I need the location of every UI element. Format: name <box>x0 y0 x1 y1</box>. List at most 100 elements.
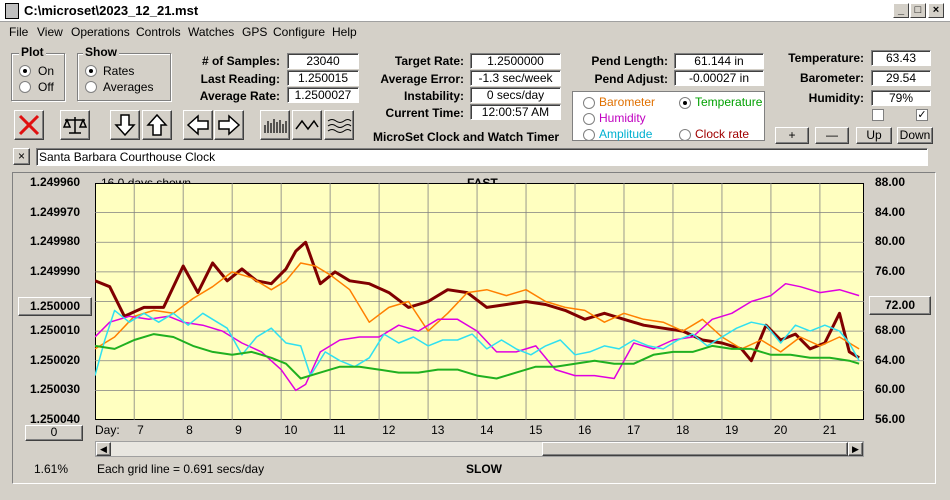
histogram-icon <box>264 119 287 133</box>
humidity-radio[interactable] <box>583 113 595 125</box>
right-checkbox[interactable]: ✓ <box>916 109 928 121</box>
down-button[interactable]: Down <box>897 127 933 144</box>
y-left-tick-label: 1.250020 <box>30 352 81 367</box>
plus-button[interactable]: + <box>775 127 809 144</box>
app-icon[interactable] <box>5 3 19 19</box>
series-amplitude <box>95 309 860 377</box>
humidity-option-label: Humidity <box>599 111 646 125</box>
title-bar: C:\microset\2023_12_21.mst _ □ × <box>0 0 950 22</box>
plot-on-radio[interactable] <box>19 65 31 77</box>
show-rates-radio[interactable] <box>85 65 97 77</box>
amplitude-radio[interactable] <box>583 129 595 141</box>
x-tick-label: 14 <box>480 423 494 437</box>
menu-file[interactable]: File <box>9 25 29 39</box>
arrow-up-icon <box>146 113 168 136</box>
percent-label: 1.61% <box>34 462 69 476</box>
clock-close-button[interactable]: × <box>13 148 30 165</box>
average-error-label: Average Error: <box>380 72 464 86</box>
temperature-radio[interactable] <box>679 97 691 109</box>
plot-off-label: Off <box>38 80 54 94</box>
balance-button[interactable] <box>60 110 90 140</box>
x-tick-label: 12 <box>382 423 396 437</box>
scale-up-button[interactable] <box>142 110 172 140</box>
maximize-button[interactable]: □ <box>910 3 926 18</box>
show-group <box>77 53 171 101</box>
barometer-label: Barometer: <box>799 71 864 85</box>
close-button[interactable]: × <box>928 3 944 18</box>
scroll-left-button[interactable] <box>183 110 213 140</box>
humidity-label: Humidity: <box>808 91 864 105</box>
temperature-option-label: Temperature <box>695 95 763 109</box>
plot-group-title: Plot <box>19 45 46 59</box>
center-left-button[interactable]: 1.250000 <box>18 297 92 316</box>
temperature-label: Temperature: <box>788 51 864 65</box>
plot-area <box>95 183 864 420</box>
y-right-tick-label: 56.00 <box>875 412 906 426</box>
horizontal-scrollbar[interactable]: ◀ ▶ <box>95 441 864 457</box>
x-tick-label: 8 <box>186 423 193 437</box>
menu-help[interactable]: Help <box>332 25 357 39</box>
pend-length-value[interactable]: 61.144 in <box>674 53 764 69</box>
samples-value: 23040 <box>287 53 359 69</box>
menu-operations[interactable]: Operations <box>71 25 130 39</box>
center-right-button[interactable]: 72.00 <box>869 296 931 315</box>
x-tick-label: 19 <box>724 423 739 437</box>
barometer-option-label: Barometer <box>599 95 656 109</box>
wavy-lines-icon <box>327 119 352 133</box>
x-tick-label: 17 <box>626 423 641 437</box>
histogram-button[interactable] <box>260 110 290 140</box>
smooth-button[interactable] <box>324 110 354 140</box>
x-tick-label: 10 <box>284 423 298 437</box>
y-right-tick-label: 88.00 <box>875 175 906 189</box>
waveform-button[interactable] <box>292 110 322 140</box>
stop-button[interactable] <box>14 110 44 140</box>
zero-button[interactable]: 0 <box>25 425 83 441</box>
temperature-value: 63.43 <box>871 50 931 66</box>
menu-configure[interactable]: Configure <box>273 25 326 39</box>
x-axis-label: Day: <box>95 423 120 437</box>
x-tick-label: 7 <box>137 423 144 437</box>
scroll-right-button[interactable] <box>214 110 244 140</box>
menu-gps[interactable]: GPS <box>242 25 268 39</box>
grid-note: Each grid line = 0.691 secs/day <box>97 462 265 476</box>
scroll-left-arrow-icon[interactable]: ◀ <box>96 442 111 456</box>
x-tick-label: 18 <box>675 423 690 437</box>
clock-name-input[interactable]: Santa Barbara Courthouse Clock <box>36 148 928 166</box>
current-time-label: Current Time: <box>385 106 464 120</box>
average-rate-value: 1.2500027 <box>287 87 359 103</box>
clock-rate-option-label: Clock rate <box>695 127 750 141</box>
sensor-select-box: Barometer Temperature Humidity Amplitude… <box>572 91 765 141</box>
pend-length-label: Pend Length: <box>591 54 668 68</box>
show-rates-label: Rates <box>103 64 135 78</box>
x-tick-label: 20 <box>773 423 788 437</box>
y-right-tick-label: 68.00 <box>875 323 906 338</box>
slow-label: SLOW <box>466 462 502 476</box>
scroll-right-arrow-icon[interactable]: ▶ <box>848 442 863 456</box>
last-reading-value: 1.250015 <box>287 70 359 86</box>
average-rate-label: Average Rate: <box>199 89 280 103</box>
waveform-icon <box>295 119 319 131</box>
y-left-tick-label: 1.249960 <box>30 175 81 189</box>
y-right-tick-label: 80.00 <box>875 234 906 249</box>
x-tick-label: 9 <box>235 423 242 437</box>
clock-rate-radio[interactable] <box>679 129 691 141</box>
target-rate-value[interactable]: 1.2500000 <box>470 53 561 69</box>
left-checkbox[interactable] <box>872 109 884 121</box>
y-left-tick-label: 1.249970 <box>30 204 81 219</box>
scrollbar-thumb[interactable] <box>542 442 848 456</box>
menu-view[interactable]: View <box>37 25 63 39</box>
samples-label: # of Samples: <box>201 54 280 68</box>
y-left-tick-label: 1.249990 <box>30 263 81 278</box>
minimize-button[interactable]: _ <box>893 3 909 18</box>
show-averages-radio[interactable] <box>85 81 97 93</box>
menu-watches[interactable]: Watches <box>188 25 235 39</box>
menu-controls[interactable]: Controls <box>136 25 181 39</box>
y-left-tick-label: 1.249980 <box>30 234 81 249</box>
plot-off-radio[interactable] <box>19 81 31 93</box>
y-left-tick-label: 1.250030 <box>30 382 81 397</box>
minus-button[interactable]: — <box>815 127 849 144</box>
up-button[interactable]: Up <box>856 127 892 144</box>
scale-down-button[interactable] <box>110 110 140 140</box>
average-error-value: -1.3 sec/week <box>470 70 561 86</box>
barometer-radio[interactable] <box>583 97 595 109</box>
